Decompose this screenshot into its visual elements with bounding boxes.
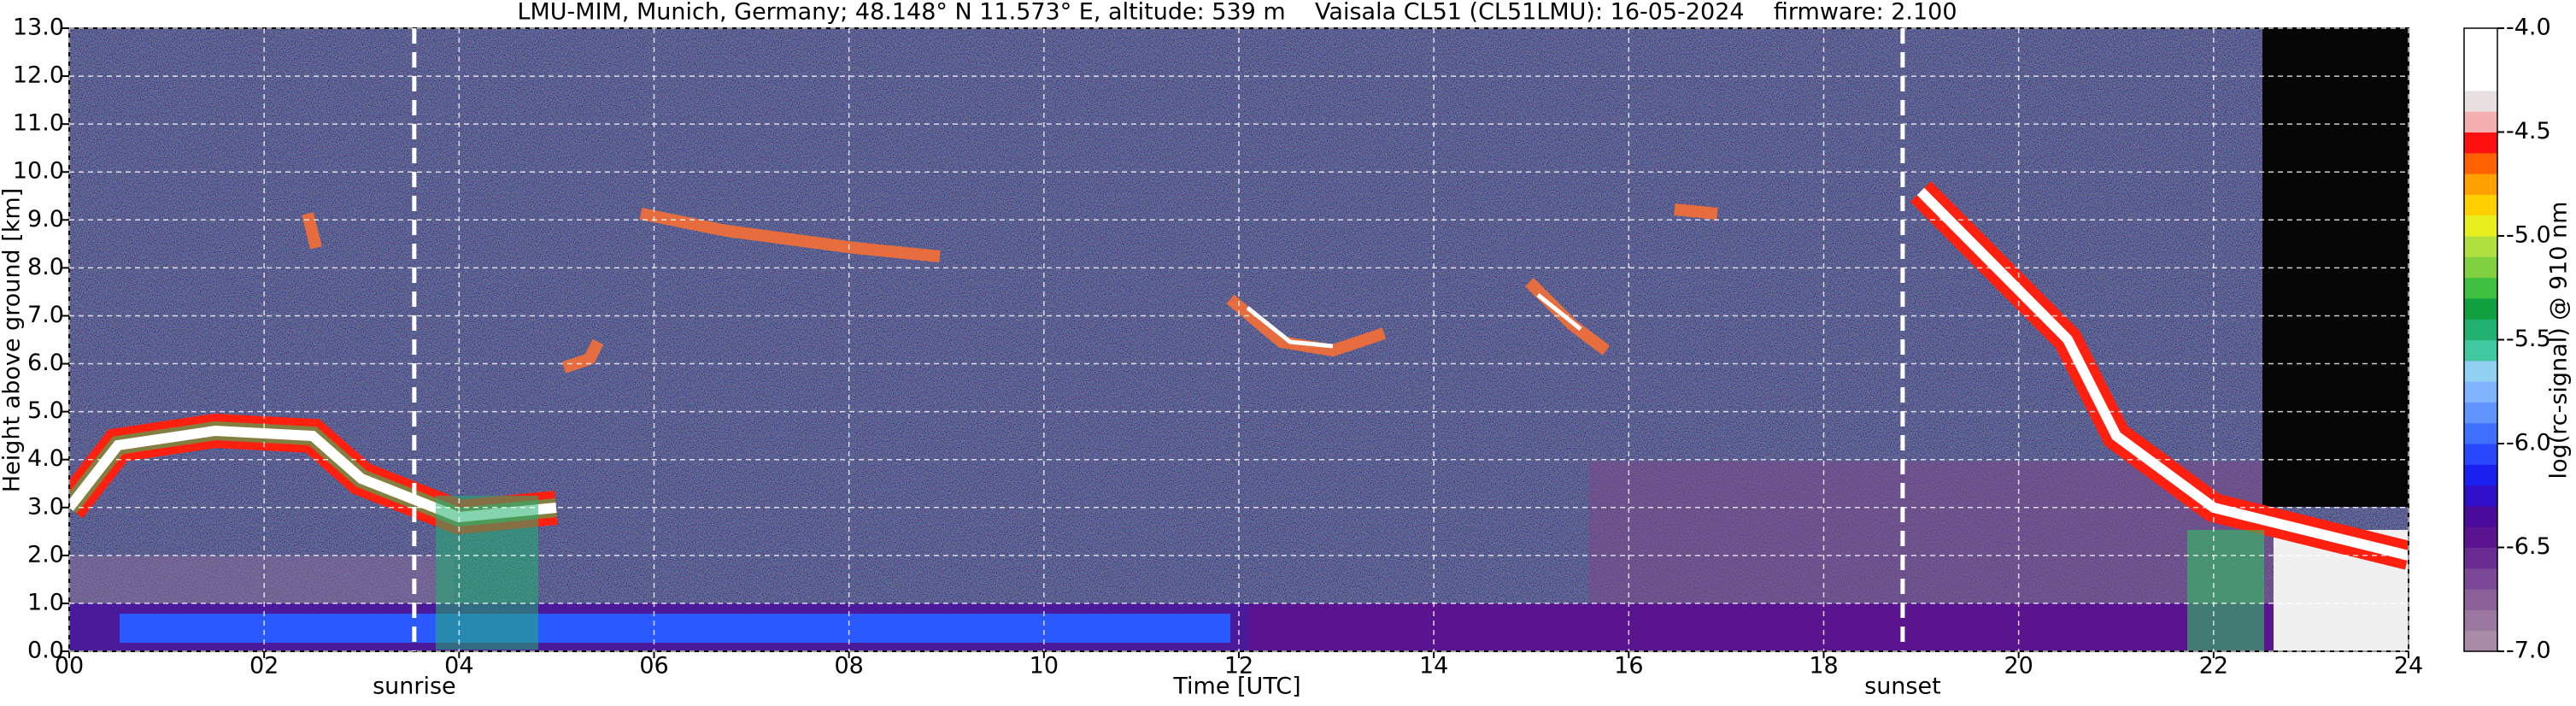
y-tick-label: 13.0 (13, 15, 64, 41)
colorbar-tick-label: -6.0 (2506, 430, 2551, 456)
colorbar-band (2464, 609, 2497, 632)
y-tick-label: 12.0 (13, 62, 64, 89)
y-tick-label: 1.0 (27, 589, 64, 615)
x-tick-label: 22 (2199, 653, 2228, 680)
y-tick-label: 6.0 (27, 350, 64, 376)
annotation-label: sunrise (373, 674, 456, 700)
x-tick-label: 18 (1809, 653, 1838, 680)
x-tick-label: 04 (444, 653, 473, 680)
y-tick-label: 7.0 (27, 302, 64, 328)
colorbar-band (2464, 69, 2497, 91)
colorbar-band (2464, 339, 2497, 362)
colorbar-band (2464, 444, 2497, 465)
y-tick-label: 3.0 (27, 493, 64, 520)
colorbar-band (2464, 360, 2497, 382)
colorbar-band (2464, 256, 2497, 279)
y-axis-label: Height above ground [km] (0, 188, 26, 492)
chart-title: LMU-MIM, Munich, Germany; 48.148° N 11.5… (517, 0, 1957, 26)
colorbar-band (2464, 174, 2497, 195)
y-tick-label: 9.0 (27, 206, 64, 232)
y-tick-label: 4.0 (27, 445, 64, 472)
colorbar-band (2464, 547, 2497, 569)
colorbar-band (2464, 215, 2497, 237)
y-tick-label: 10.0 (13, 158, 64, 185)
colorbar-tick-label: -5.0 (2506, 222, 2551, 249)
colorbar-band (2464, 527, 2497, 548)
colorbar-band (2464, 464, 2497, 486)
colorbar-band (2464, 319, 2497, 340)
colorbar-tick-label: -6.5 (2506, 533, 2551, 560)
colorbar-band (2464, 277, 2497, 299)
colorbar-band (2464, 297, 2497, 320)
x-tick-label: 06 (639, 653, 668, 680)
colorbar-band (2464, 111, 2497, 132)
y-tick-label: 2.0 (27, 541, 64, 568)
x-tick-label: 14 (1419, 653, 1448, 680)
colorbar-band (2464, 422, 2497, 444)
colorbar-band (2464, 381, 2497, 403)
colorbar-tick-label: -4.0 (2506, 15, 2551, 41)
x-tick-label: 24 (2394, 653, 2423, 680)
y-tick-label: 11.0 (13, 110, 64, 137)
colorbar-band (2464, 402, 2497, 424)
colorbar-label: log(rc-signal) @ 910 nm (2546, 202, 2573, 479)
x-tick-label: 00 (55, 653, 84, 680)
colorbar-band (2464, 194, 2497, 216)
colorbar-tick-label: -5.5 (2506, 326, 2551, 352)
colorbar-band (2464, 28, 2497, 50)
colorbar-band (2464, 568, 2497, 590)
colorbar-tick-label: -7.0 (2506, 638, 2551, 664)
colorbar-band (2464, 236, 2497, 257)
colorbar-band (2464, 132, 2497, 154)
x-tick-label: 20 (2004, 653, 2033, 680)
y-tick-label: 8.0 (27, 254, 64, 280)
y-tick-label: 5.0 (27, 397, 64, 424)
colorbar-band (2464, 589, 2497, 610)
x-tick-label: 08 (834, 653, 863, 680)
colorbar-band (2464, 152, 2497, 174)
annotation-label: sunset (1864, 674, 1941, 700)
colorbar-band (2464, 485, 2497, 507)
colorbar-band (2464, 90, 2497, 112)
x-tick-label: 16 (1614, 653, 1643, 680)
x-tick-label: 10 (1030, 653, 1059, 680)
colorbar-tick-label: -4.5 (2506, 118, 2551, 144)
colorbar-band (2464, 630, 2497, 652)
y-tick-label: 0.0 (27, 638, 64, 664)
x-tick-label: 12 (1224, 653, 1253, 680)
colorbar-band (2464, 49, 2497, 71)
x-axis-label: Time [UTC] (1172, 674, 1300, 700)
x-tick-label: 02 (249, 653, 279, 680)
colorbar-band (2464, 505, 2497, 527)
